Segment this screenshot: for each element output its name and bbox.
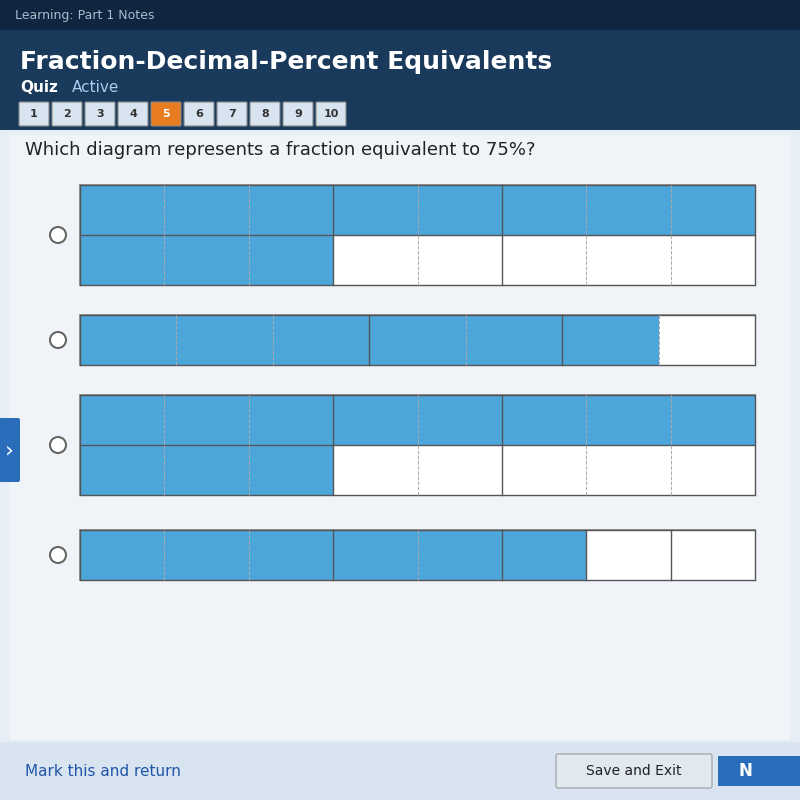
FancyBboxPatch shape bbox=[184, 102, 214, 126]
FancyBboxPatch shape bbox=[586, 530, 670, 580]
FancyBboxPatch shape bbox=[502, 395, 586, 445]
FancyBboxPatch shape bbox=[0, 742, 800, 800]
FancyBboxPatch shape bbox=[670, 235, 755, 285]
FancyBboxPatch shape bbox=[164, 235, 249, 285]
Text: 5: 5 bbox=[162, 109, 170, 119]
FancyBboxPatch shape bbox=[250, 102, 280, 126]
FancyBboxPatch shape bbox=[249, 530, 333, 580]
Text: 6: 6 bbox=[195, 109, 203, 119]
FancyBboxPatch shape bbox=[19, 102, 49, 126]
Text: 7: 7 bbox=[228, 109, 236, 119]
FancyBboxPatch shape bbox=[164, 445, 249, 495]
FancyBboxPatch shape bbox=[333, 235, 418, 285]
FancyBboxPatch shape bbox=[80, 315, 755, 365]
Circle shape bbox=[50, 547, 66, 563]
FancyBboxPatch shape bbox=[217, 102, 247, 126]
FancyBboxPatch shape bbox=[80, 315, 177, 365]
FancyBboxPatch shape bbox=[502, 530, 586, 580]
FancyBboxPatch shape bbox=[333, 445, 418, 495]
FancyBboxPatch shape bbox=[10, 135, 790, 740]
FancyBboxPatch shape bbox=[333, 185, 418, 235]
FancyBboxPatch shape bbox=[502, 235, 586, 285]
FancyBboxPatch shape bbox=[80, 185, 755, 285]
FancyBboxPatch shape bbox=[586, 235, 670, 285]
FancyBboxPatch shape bbox=[316, 102, 346, 126]
FancyBboxPatch shape bbox=[80, 530, 164, 580]
FancyBboxPatch shape bbox=[718, 756, 800, 786]
FancyBboxPatch shape bbox=[502, 185, 586, 235]
Text: 3: 3 bbox=[96, 109, 104, 119]
FancyBboxPatch shape bbox=[80, 395, 164, 445]
FancyBboxPatch shape bbox=[151, 102, 181, 126]
FancyBboxPatch shape bbox=[418, 235, 502, 285]
Circle shape bbox=[50, 227, 66, 243]
FancyBboxPatch shape bbox=[164, 185, 249, 235]
FancyBboxPatch shape bbox=[164, 395, 249, 445]
FancyBboxPatch shape bbox=[249, 235, 333, 285]
FancyBboxPatch shape bbox=[466, 315, 562, 365]
Text: 1: 1 bbox=[30, 109, 38, 119]
Text: Quiz: Quiz bbox=[20, 81, 58, 95]
FancyBboxPatch shape bbox=[118, 102, 148, 126]
FancyBboxPatch shape bbox=[333, 530, 418, 580]
FancyBboxPatch shape bbox=[418, 395, 502, 445]
FancyBboxPatch shape bbox=[418, 530, 502, 580]
FancyBboxPatch shape bbox=[670, 530, 755, 580]
FancyBboxPatch shape bbox=[670, 185, 755, 235]
Text: N: N bbox=[738, 762, 752, 780]
Text: Fraction-Decimal-Percent Equivalents: Fraction-Decimal-Percent Equivalents bbox=[20, 50, 552, 74]
FancyBboxPatch shape bbox=[249, 185, 333, 235]
FancyBboxPatch shape bbox=[333, 395, 418, 445]
FancyBboxPatch shape bbox=[562, 315, 658, 365]
FancyBboxPatch shape bbox=[370, 315, 466, 365]
FancyBboxPatch shape bbox=[80, 530, 755, 580]
FancyBboxPatch shape bbox=[80, 235, 164, 285]
FancyBboxPatch shape bbox=[658, 315, 755, 365]
Text: 2: 2 bbox=[63, 109, 71, 119]
FancyBboxPatch shape bbox=[0, 30, 800, 130]
FancyBboxPatch shape bbox=[0, 418, 20, 482]
FancyBboxPatch shape bbox=[418, 185, 502, 235]
FancyBboxPatch shape bbox=[177, 315, 273, 365]
FancyBboxPatch shape bbox=[273, 315, 370, 365]
Text: 9: 9 bbox=[294, 109, 302, 119]
Circle shape bbox=[50, 437, 66, 453]
Text: ›: › bbox=[5, 440, 14, 460]
FancyBboxPatch shape bbox=[80, 445, 164, 495]
FancyBboxPatch shape bbox=[670, 395, 755, 445]
FancyBboxPatch shape bbox=[556, 754, 712, 788]
Text: 10: 10 bbox=[323, 109, 338, 119]
FancyBboxPatch shape bbox=[52, 102, 82, 126]
FancyBboxPatch shape bbox=[418, 445, 502, 495]
FancyBboxPatch shape bbox=[164, 530, 249, 580]
Text: Save and Exit: Save and Exit bbox=[586, 764, 682, 778]
FancyBboxPatch shape bbox=[80, 395, 755, 495]
Text: Mark this and return: Mark this and return bbox=[25, 763, 181, 778]
FancyBboxPatch shape bbox=[249, 395, 333, 445]
FancyBboxPatch shape bbox=[0, 0, 800, 30]
FancyBboxPatch shape bbox=[586, 445, 670, 495]
Text: 4: 4 bbox=[129, 109, 137, 119]
Circle shape bbox=[50, 332, 66, 348]
FancyBboxPatch shape bbox=[85, 102, 115, 126]
FancyBboxPatch shape bbox=[586, 185, 670, 235]
Text: Active: Active bbox=[72, 81, 119, 95]
FancyBboxPatch shape bbox=[283, 102, 313, 126]
FancyBboxPatch shape bbox=[80, 185, 164, 235]
FancyBboxPatch shape bbox=[249, 445, 333, 495]
FancyBboxPatch shape bbox=[502, 445, 586, 495]
Text: Which diagram represents a fraction equivalent to 75%?: Which diagram represents a fraction equi… bbox=[25, 141, 535, 159]
FancyBboxPatch shape bbox=[670, 445, 755, 495]
FancyBboxPatch shape bbox=[586, 395, 670, 445]
Text: Learning: Part 1 Notes: Learning: Part 1 Notes bbox=[15, 9, 154, 22]
Text: 8: 8 bbox=[261, 109, 269, 119]
